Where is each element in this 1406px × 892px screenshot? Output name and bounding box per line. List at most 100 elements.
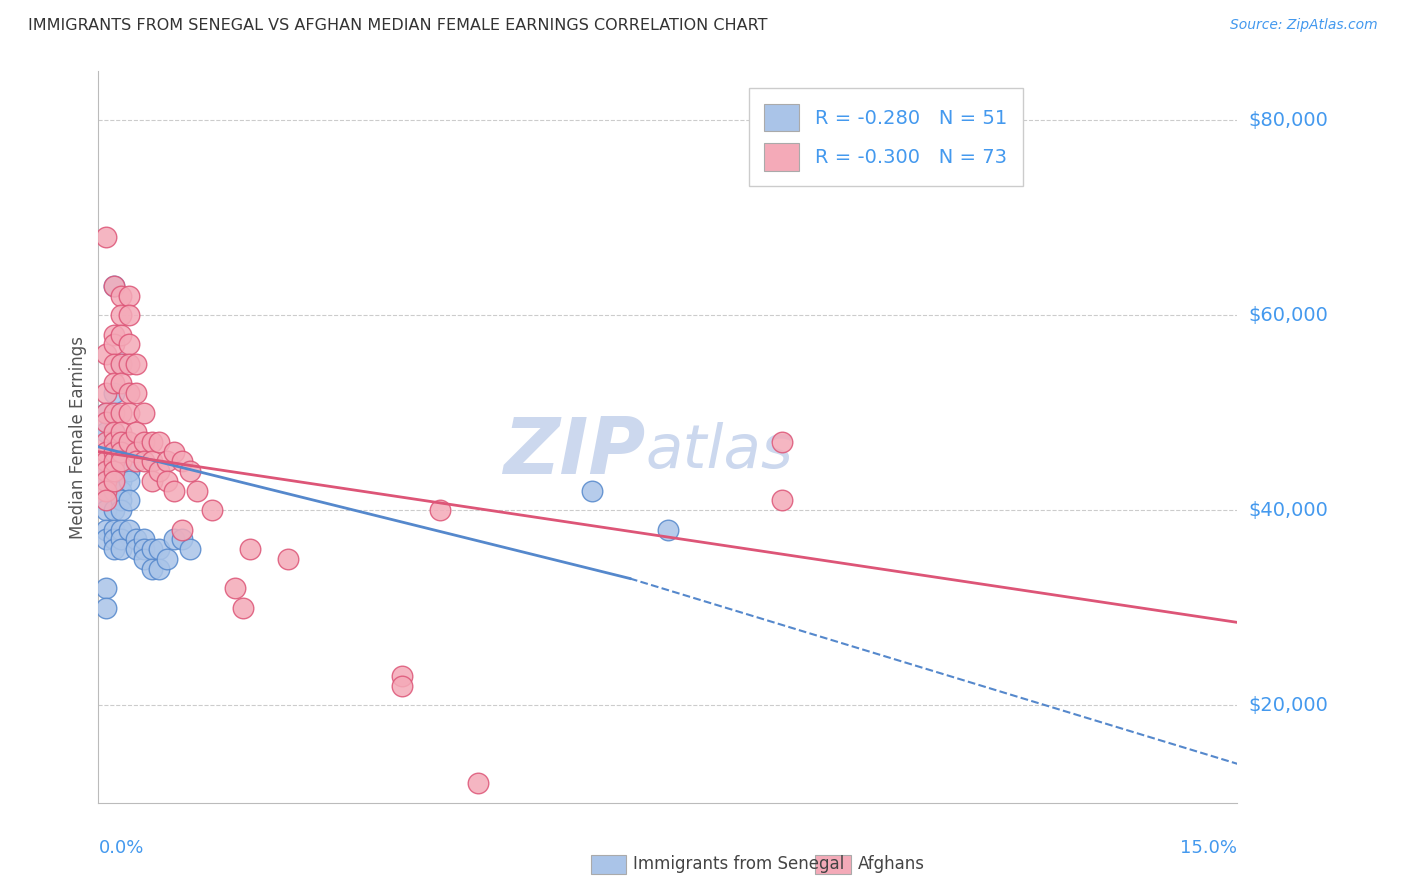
Text: 0.0%: 0.0% [98,839,143,857]
Point [148,464,170,478]
Point [103,425,125,440]
Point [118,308,141,322]
Point [103,474,125,488]
Point [429,503,451,517]
Point [239,542,262,557]
Point [94,454,117,468]
Text: Afghans: Afghans [858,855,925,873]
Text: $60,000: $60,000 [1249,306,1329,325]
Point [94,503,117,517]
Point [118,493,141,508]
Point [118,464,141,478]
Point [118,357,141,371]
Point [201,503,224,517]
Point [179,464,201,478]
Point [118,474,141,488]
Point [110,503,132,517]
Point [110,425,132,440]
Point [163,444,186,458]
Point [125,533,148,547]
Point [657,523,679,537]
Point [125,444,148,458]
Point [118,434,141,449]
Point [118,406,141,420]
Point [148,562,170,576]
Text: $80,000: $80,000 [1249,111,1329,129]
Point [125,386,148,401]
Point [103,406,125,420]
Point [103,523,125,537]
Point [103,444,125,458]
Point [94,230,117,244]
Point [148,542,170,557]
Point [141,474,163,488]
Point [94,347,117,361]
Point [110,483,132,498]
Point [141,542,163,557]
Point [125,357,148,371]
Point [103,337,125,351]
Point [103,279,125,293]
Point [94,464,117,478]
Point [103,454,125,468]
Point [125,454,148,468]
Point [277,552,299,566]
Point [103,474,125,488]
Point [110,434,132,449]
Point [118,523,141,537]
Point [94,406,117,420]
Point [118,288,141,302]
Point [110,444,132,458]
Point [110,376,132,391]
Point [103,464,125,478]
Point [110,493,132,508]
Point [141,454,163,468]
Point [141,434,163,449]
Point [148,434,170,449]
Point [391,679,413,693]
Point [156,474,179,488]
Point [770,493,793,508]
Point [581,483,603,498]
Point [163,483,186,498]
Point [132,434,155,449]
Point [118,386,141,401]
Point [110,434,132,449]
Point [103,425,125,440]
Point [103,454,125,468]
Point [110,406,132,420]
Point [94,425,117,440]
Point [103,327,125,342]
Text: $20,000: $20,000 [1249,696,1329,714]
Point [156,454,179,468]
Point [110,357,132,371]
Point [467,776,489,790]
Point [141,562,163,576]
Point [110,542,132,557]
Point [94,386,117,401]
Point [132,454,155,468]
Point [94,464,117,478]
Point [110,474,132,488]
Point [94,581,117,595]
Point [94,474,117,488]
Y-axis label: Median Female Earnings: Median Female Earnings [69,335,87,539]
Point [224,581,246,595]
Point [103,483,125,498]
Point [94,533,117,547]
Point [103,376,125,391]
Point [103,444,125,458]
Point [132,406,155,420]
Point [94,474,117,488]
Point [103,503,125,517]
Point [179,542,201,557]
Point [132,552,155,566]
Point [170,454,193,468]
Point [170,523,193,537]
Point [132,533,155,547]
Text: Immigrants from Senegal: Immigrants from Senegal [633,855,844,873]
Text: Source: ZipAtlas.com: Source: ZipAtlas.com [1230,18,1378,32]
Point [770,434,793,449]
Point [94,483,117,498]
Point [110,308,132,322]
